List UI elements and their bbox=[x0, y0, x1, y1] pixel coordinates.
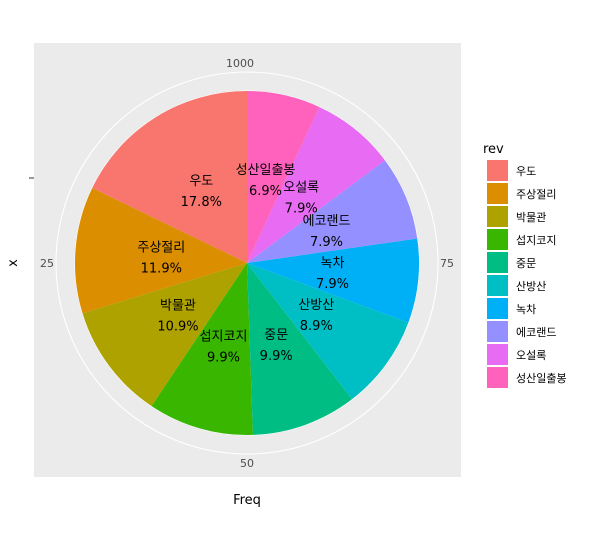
legend-key bbox=[487, 367, 508, 388]
slice-name-label: 녹차 bbox=[321, 256, 345, 271]
pie-slice bbox=[82, 263, 247, 407]
x-axis-title: Freq bbox=[233, 493, 261, 508]
legend-label: 녹차 bbox=[516, 303, 536, 316]
legend-key bbox=[487, 183, 508, 204]
slice-percent-label: 9.9% bbox=[207, 351, 240, 366]
pie-slice bbox=[75, 187, 247, 314]
slice-name-label: 우도 bbox=[189, 174, 213, 189]
theta-tick-label: 75 bbox=[440, 257, 454, 270]
legend-label: 에코랜드 bbox=[516, 326, 556, 339]
legend-label: 박물관 bbox=[516, 211, 546, 224]
pie-slice bbox=[247, 106, 385, 263]
legend-label: 산방산 bbox=[516, 280, 546, 293]
slice-name-label: 오설록 bbox=[283, 180, 319, 195]
slice-percent-label: 8.9% bbox=[300, 319, 333, 334]
y-axis-title: x bbox=[6, 259, 21, 267]
legend-key bbox=[487, 321, 508, 342]
pie-slice bbox=[247, 263, 353, 435]
legend-label: 섭지코지 bbox=[516, 234, 556, 247]
slice-percent-label: 9.9% bbox=[260, 349, 293, 364]
slice-percent-label: 7.9% bbox=[285, 201, 318, 216]
slice-percent-label: 10.9% bbox=[157, 319, 198, 334]
legend-key bbox=[487, 344, 508, 365]
legend-key bbox=[487, 252, 508, 273]
theta-tick-layer: 0 25 50 75 100 bbox=[40, 57, 454, 470]
theta-tick-label: 25 bbox=[40, 257, 54, 270]
pie-slice bbox=[151, 263, 253, 436]
theta-tick-label: 100 bbox=[226, 57, 247, 70]
legend-label: 중문 bbox=[516, 257, 536, 270]
slice-percent-label: 7.9% bbox=[310, 235, 343, 250]
legend-label: 성산일출봉 bbox=[516, 371, 567, 385]
legend-title: rev bbox=[483, 142, 504, 157]
legend-label: 오설록 bbox=[516, 349, 546, 362]
legend-label: 우도 bbox=[516, 165, 536, 178]
theta-tick-label: 50 bbox=[240, 457, 254, 470]
pie-slice bbox=[247, 263, 409, 400]
slice-layer bbox=[75, 91, 419, 436]
legend-key bbox=[487, 206, 508, 227]
legend-key bbox=[487, 229, 508, 250]
slice-name-label: 성산일출봉 bbox=[236, 163, 296, 178]
slice-percent-label: 17.8% bbox=[181, 195, 222, 210]
slice-name-label: 에코랜드 bbox=[303, 214, 351, 229]
slice-name-label: 주상절리 bbox=[137, 240, 185, 255]
slice-percent-label: 7.9% bbox=[316, 277, 349, 292]
pie-slice bbox=[247, 160, 418, 263]
slice-percent-label: 11.9% bbox=[141, 261, 182, 276]
pie-slice bbox=[247, 238, 419, 323]
slice-percent-label: 6.9% bbox=[249, 184, 282, 199]
legend-label: 주상절리 bbox=[516, 188, 556, 201]
grid-circle bbox=[55, 71, 439, 455]
slice-name-label: 섭지코지 bbox=[200, 330, 248, 345]
pie-slice bbox=[92, 91, 247, 263]
legend-key bbox=[487, 275, 508, 296]
legend-key bbox=[487, 298, 508, 319]
slice-name-label: 중문 bbox=[264, 328, 288, 343]
slice-name-label: 산방산 bbox=[298, 298, 334, 313]
slice-name-label: 박물관 bbox=[160, 298, 196, 313]
slice-label-layer: 우도 17.8% 주상절리 11.9% 박물관 10.9%섭지코지 9.9% 중문 9.9% 산방… bbox=[137, 163, 350, 366]
pie-slice bbox=[247, 91, 320, 263]
theta-tick-label: 0 bbox=[247, 57, 254, 70]
legend-key bbox=[487, 160, 508, 181]
